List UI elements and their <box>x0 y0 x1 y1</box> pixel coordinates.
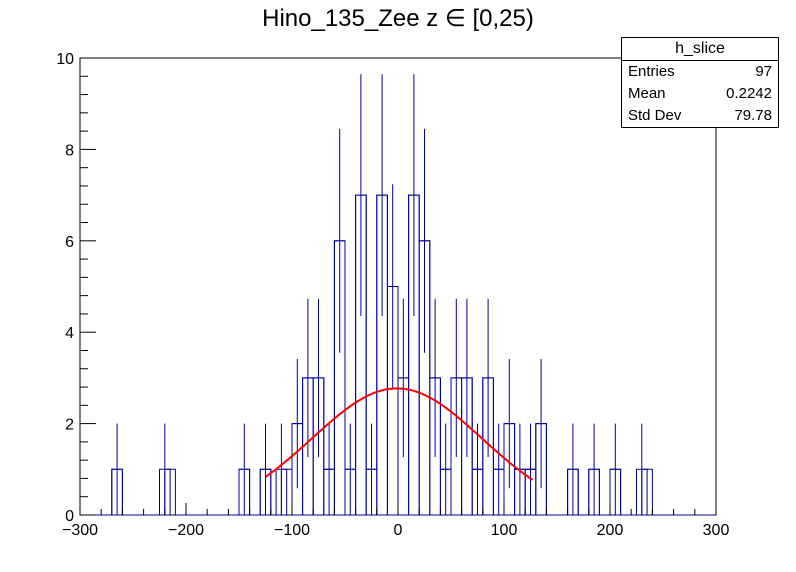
stats-row-entries: Entries 97 <box>622 61 778 83</box>
stats-row-mean: Mean 0.2242 <box>622 83 778 105</box>
stats-label-stddev: Std Dev <box>628 107 682 124</box>
stats-row-stddev: Std Dev 79.78 <box>622 105 778 127</box>
y-tick-label: 2 <box>65 417 74 434</box>
y-tick-label: 4 <box>65 325 74 342</box>
y-tick-label: 10 <box>56 51 74 68</box>
stats-value-mean: 0.2242 <box>726 85 772 102</box>
stats-label-mean: Mean <box>628 85 666 102</box>
x-tick-label: 200 <box>597 522 624 539</box>
x-tick-label: −200 <box>168 522 204 539</box>
chart-title: Hino_135_Zee z ∈ [0,25) <box>262 5 534 32</box>
stats-box: h_slice Entries 97 Mean 0.2242 Std Dev 7… <box>621 37 779 128</box>
x-tick-label: 300 <box>703 522 730 539</box>
y-tick-label: 8 <box>65 142 74 159</box>
stats-value-entries: 97 <box>755 63 772 80</box>
stats-label-entries: Entries <box>628 63 675 80</box>
x-tick-label: −100 <box>274 522 310 539</box>
stats-value-stddev: 79.78 <box>734 107 772 124</box>
x-tick-label: −300 <box>62 522 98 539</box>
x-tick-label: 0 <box>394 522 403 539</box>
stats-title: h_slice <box>622 38 778 61</box>
fit-curve <box>264 387 534 481</box>
y-tick-label: 6 <box>65 234 74 251</box>
x-tick-label: 100 <box>491 522 518 539</box>
y-tick-label: 0 <box>65 508 74 525</box>
